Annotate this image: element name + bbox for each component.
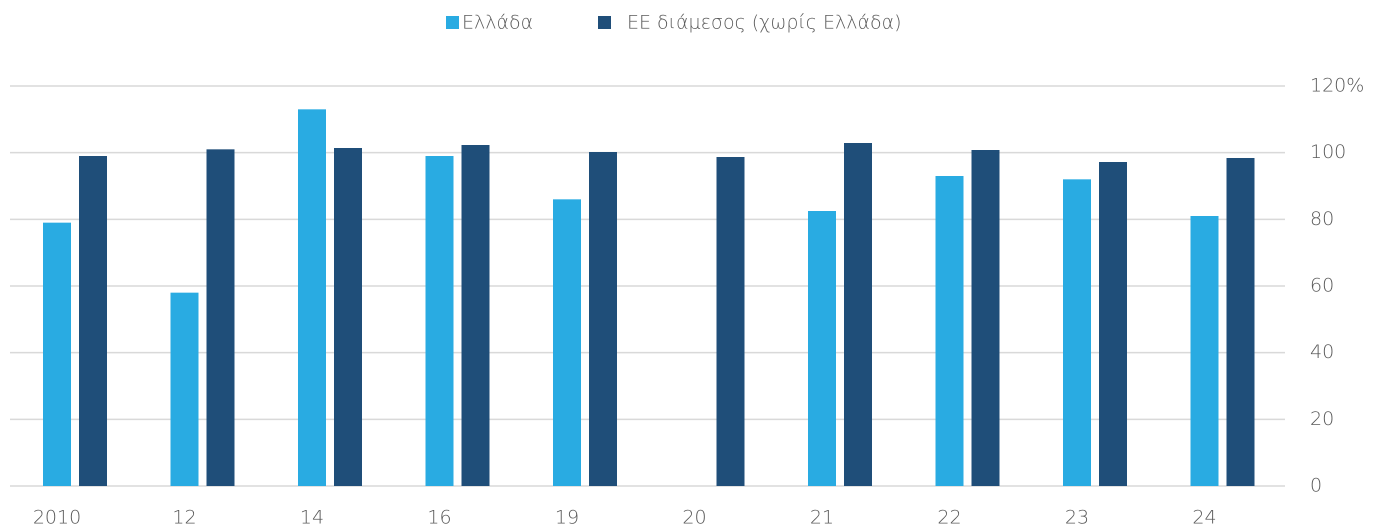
x-tick-label: 24	[1192, 507, 1216, 529]
x-tick-label: 21	[810, 507, 834, 529]
legend-swatch	[446, 16, 459, 29]
bar	[716, 157, 745, 486]
x-tick-label: 16	[427, 507, 451, 529]
bar	[461, 145, 490, 486]
bar	[206, 149, 235, 487]
bar	[844, 143, 872, 486]
bar	[935, 176, 964, 486]
bar	[808, 211, 836, 486]
legend-label: Ελλάδα	[462, 12, 533, 34]
x-tick-label: 12	[172, 507, 196, 529]
y-tick-label: 100	[1310, 141, 1346, 163]
y-tick-label: 80	[1310, 208, 1334, 230]
y-tick-label: 0	[1310, 475, 1322, 497]
bar	[1063, 179, 1091, 487]
legend-label: ΕΕ διάμεσος (χωρίς Ελλάδα)	[627, 12, 902, 34]
legend-swatch	[598, 16, 611, 29]
bar	[79, 156, 107, 486]
bar	[1099, 162, 1127, 486]
y-tick-label: 60	[1310, 275, 1334, 297]
bar	[170, 292, 199, 486]
bar	[425, 156, 454, 486]
y-tick-label: 20	[1310, 408, 1334, 430]
x-tick-label: 14	[300, 507, 324, 529]
y-tick-label: 120%	[1310, 75, 1364, 97]
x-tick-label: 2010	[33, 507, 81, 529]
bar	[553, 199, 581, 487]
bar	[298, 109, 326, 486]
x-tick-label: 19	[555, 507, 579, 529]
y-tick-label: 40	[1310, 341, 1334, 363]
bar	[334, 148, 362, 486]
bar	[589, 152, 617, 486]
bar	[43, 222, 71, 486]
x-tick-label: 22	[937, 507, 961, 529]
x-tick-label: 23	[1065, 507, 1089, 529]
bar	[971, 150, 1000, 486]
bar	[1190, 216, 1219, 486]
x-tick-label: 20	[682, 507, 706, 529]
bar	[1226, 158, 1255, 486]
